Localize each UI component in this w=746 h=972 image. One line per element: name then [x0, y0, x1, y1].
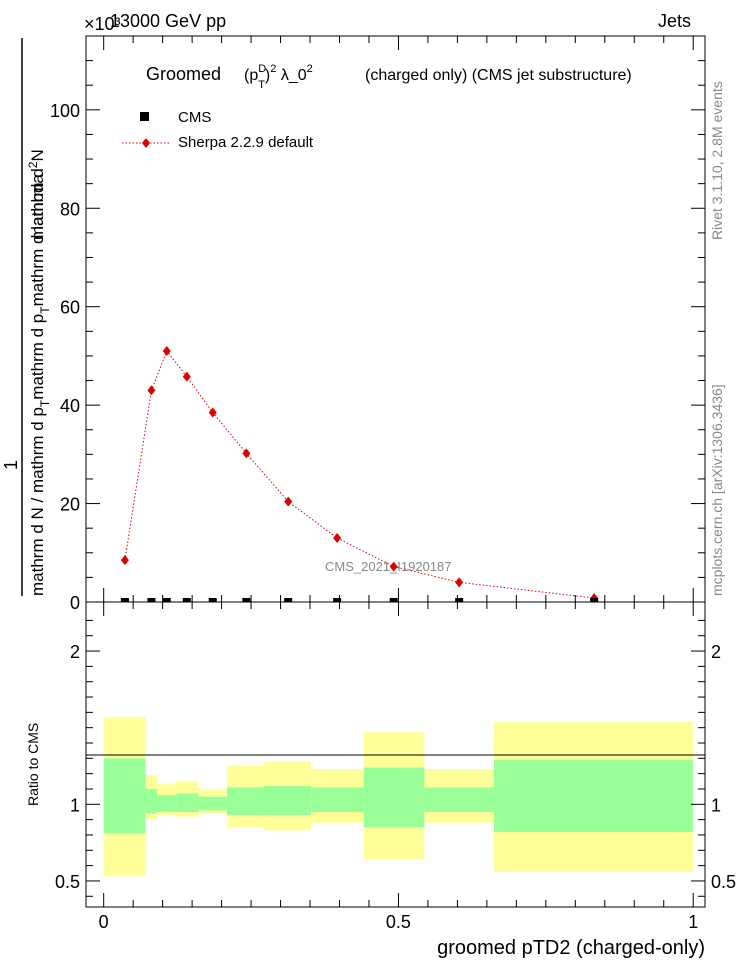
data-point — [120, 598, 129, 602]
mc-point — [242, 448, 251, 459]
data-point — [333, 598, 342, 602]
ratio-ylabel: Ratio to CMS — [25, 723, 41, 806]
ratio-panel: 0.5 0.51 12 2 0 0.5 1 Ratio to CMS groomed pT… — [25, 601, 736, 959]
main-panel: 0 20 40 60 80 100 CMS_2021_I1920187 CMS Sherp… — [50, 35, 706, 613]
mc-point — [147, 385, 156, 396]
mc-point — [333, 533, 342, 544]
legend-cms-label: CMS — [178, 109, 211, 126]
mc-series — [120, 345, 599, 604]
mc-point — [120, 555, 129, 566]
mcplots-label: mcplots.cern.ch [arXiv:1306.3436] — [709, 384, 725, 596]
ratio-y-tick-label: 2 — [70, 642, 80, 662]
ratio-band-inner — [263, 785, 312, 816]
data-point — [389, 598, 398, 602]
exponent-label: ×10³ — [84, 14, 121, 34]
mc-point — [389, 561, 398, 572]
ratio-frame — [85, 601, 706, 908]
main-y-tick-label: 20 — [60, 495, 80, 515]
mc-point — [455, 577, 464, 588]
legend-cms-marker — [140, 112, 149, 121]
ratio-band-inner — [493, 759, 694, 832]
ratio-band-inner — [311, 787, 364, 812]
mc-point — [284, 496, 293, 507]
ratio-y-tick-label-right: 2 — [711, 642, 721, 662]
legend-mc-marker — [142, 138, 150, 148]
main-ylabel: 1 mathrm d N / mathrm d pTmathrm d pTmat… — [1, 38, 52, 596]
main-y-tick-label: 40 — [60, 396, 80, 416]
ratio-y-tick-label-right: 0.5 — [711, 872, 736, 892]
data-point — [182, 598, 191, 602]
main-y-tick-label: 100 — [50, 101, 80, 121]
legend-title: Groomed (pD T)2 λ_02 (charged only) (CMS … — [146, 63, 632, 91]
data-series — [120, 598, 599, 602]
ratio-band-inner — [198, 796, 227, 811]
rivet-label: Rivet 3.1.10, 2.8M events — [709, 81, 725, 240]
ylabel-numerator: 1 — [1, 460, 21, 470]
main-y-tick-label: 80 — [60, 199, 80, 219]
main-y-tick-label: 60 — [60, 298, 80, 318]
main-y-tick-label: 0 — [70, 593, 80, 613]
legend-mc-label: Sherpa 2.2.9 default — [178, 134, 314, 151]
ratio-y-tick-label-right: 1 — [711, 795, 721, 815]
data-point — [242, 598, 251, 602]
ratio-y-ticks: 0.5 0.5 1 1 2 2 — [55, 619, 736, 897]
mc-point — [182, 371, 191, 382]
x-axis-label: groomed pTD2 (charged-only) — [437, 937, 705, 959]
data-point — [455, 598, 464, 602]
watermark: CMS_2021_I1920187 — [325, 559, 452, 574]
legend-title-groomed: Groomed — [146, 64, 221, 84]
ratio-band-inner — [176, 793, 199, 812]
ratio-band-inner — [145, 788, 158, 814]
data-point — [208, 598, 217, 602]
main-x-ticks — [103, 36, 694, 602]
data-point — [284, 598, 293, 602]
ratio-band-inner — [157, 795, 177, 812]
mc-point — [208, 407, 217, 418]
x-tick-label: 0 — [99, 912, 109, 932]
ratio-band-inner — [363, 767, 425, 828]
ratio-y-tick-label: 1 — [70, 795, 80, 815]
ratio-x-ticks: 0 0.5 1 — [99, 602, 698, 932]
energy-label: 13000 GeV pp — [110, 11, 226, 31]
legend: CMS Sherpa 2.2.9 default — [122, 109, 314, 151]
data-point — [147, 598, 156, 602]
legend-title-formula: (pD T)2 λ_02 — [244, 63, 313, 91]
ratio-y-tick-label: 0.5 — [55, 872, 80, 892]
legend-title-suffix: (charged only) (CMS jet substructure) — [365, 67, 632, 84]
data-point — [590, 598, 599, 602]
ratio-band-inner — [226, 787, 264, 816]
ratio-band-inner — [103, 758, 146, 834]
process-label: Jets — [658, 11, 691, 31]
ylabel-top: mathrm d2N — [26, 149, 47, 240]
data-point — [162, 598, 171, 602]
ratio-bands — [103, 716, 694, 877]
x-tick-label: 0.5 — [386, 912, 411, 932]
x-tick-label: 1 — [688, 912, 698, 932]
mc-point — [162, 345, 171, 356]
ratio-band-inner — [424, 787, 494, 812]
